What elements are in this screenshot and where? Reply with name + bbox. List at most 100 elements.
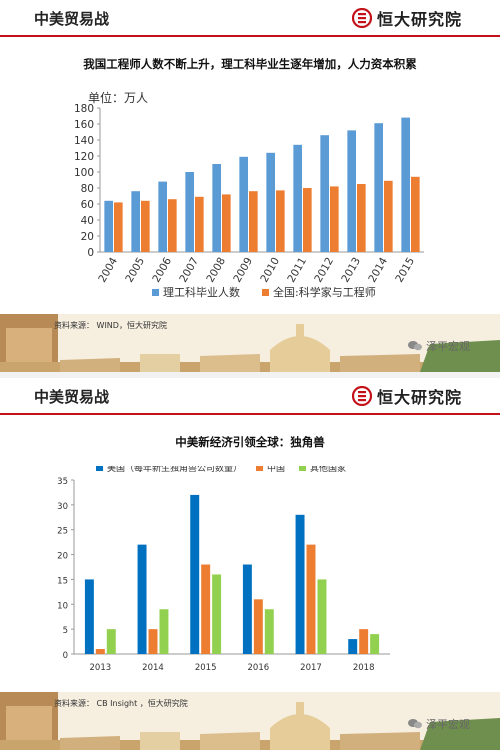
bar-series3 xyxy=(212,574,222,654)
logo-text: 恒大研究院 xyxy=(377,388,463,407)
bar-series1 xyxy=(374,123,383,252)
legend-label: 美国（每年新生独角兽公司数量） xyxy=(107,466,242,474)
legend-label: 中国 xyxy=(267,466,285,474)
wechat-icon xyxy=(408,341,422,351)
x-tick-label: 2015 xyxy=(393,256,417,285)
y-tick-label: 20 xyxy=(81,231,94,243)
logo-text: 恒大研究院 xyxy=(377,10,463,29)
y-tick-label: 15 xyxy=(57,576,68,586)
bar-series2 xyxy=(303,188,312,252)
bar-series1 xyxy=(158,181,167,252)
bar-series2 xyxy=(201,564,211,654)
y-tick-label: 35 xyxy=(57,477,68,487)
y-tick-label: 10 xyxy=(57,601,68,611)
bar-series1 xyxy=(84,579,94,654)
bar-series1 xyxy=(401,117,410,252)
evergrande-logo-icon xyxy=(352,8,372,28)
bar-series2 xyxy=(114,202,123,252)
slide-engineers: 中美贸易战 恒大研究院 我国工程师人数不断上升，理工科毕业生逐年增加，人力资本积… xyxy=(0,0,500,372)
bar-series3 xyxy=(317,579,327,654)
bar-series1 xyxy=(293,144,302,252)
evergrande-logo-icon xyxy=(352,386,372,406)
x-tick-label: 2014 xyxy=(366,255,390,284)
bar-series2 xyxy=(359,629,369,654)
bar-series1 xyxy=(320,135,329,252)
x-tick-label: 2016 xyxy=(248,663,270,673)
unicorn-bar-chart: 0 5 10 15 20 25 30 35 2013 2014 2015 2016 2017 2018 美国… xyxy=(57,466,390,673)
bar-series2 xyxy=(148,629,158,654)
header-title: 中美贸易战 xyxy=(34,388,110,406)
bar-series1 xyxy=(131,191,140,252)
x-tick-label: 2013 xyxy=(339,256,363,285)
legend-label: 全国:科学家与工程师 xyxy=(273,285,376,299)
chart-title: 中美新经济引领全球：独角兽 xyxy=(175,435,325,449)
watermark-text: 泽平宏观 xyxy=(426,718,470,731)
source-note: 资料来源： CB Insight ，恒大研究院 xyxy=(54,699,188,708)
watermark-text: 泽平宏观 xyxy=(426,340,470,353)
y-tick-label: 0 xyxy=(63,651,68,661)
bar-series2 xyxy=(249,191,258,252)
y-tick-label: 160 xyxy=(74,119,94,131)
y-tick-label: 20 xyxy=(57,552,68,562)
bar-series3 xyxy=(159,609,169,654)
x-tick-label: 2004 xyxy=(96,255,120,284)
legend-swatch xyxy=(152,289,159,296)
x-tick-label: 2018 xyxy=(353,663,375,673)
x-tick-label: 2005 xyxy=(123,256,147,285)
slide-footer: 资料来源： CB Insight ，恒大研究院 泽平宏观 xyxy=(0,692,500,750)
header-divider xyxy=(0,35,500,37)
slide-header: 中美贸易战 恒大研究院 xyxy=(0,378,500,415)
y-tick-label: 60 xyxy=(81,199,94,211)
x-tick-label: 2008 xyxy=(204,256,228,285)
palace-banner-image xyxy=(0,314,500,372)
legend-swatch xyxy=(256,466,263,471)
x-tick-label: 2006 xyxy=(150,255,174,284)
x-tick-label: 2010 xyxy=(258,256,282,285)
bar-series3 xyxy=(106,629,116,654)
bar-series1 xyxy=(347,130,356,252)
y-tick-label: 100 xyxy=(74,167,94,179)
y-tick-label: 80 xyxy=(81,183,94,195)
legend-label: 其他国家 xyxy=(310,466,346,474)
bar-series1 xyxy=(266,152,275,252)
bar-series1 xyxy=(295,514,305,654)
evergrande-logo: 恒大研究院 xyxy=(352,6,462,30)
bar-series3 xyxy=(264,609,274,654)
bar-series1 xyxy=(239,156,248,252)
bar-series1 xyxy=(190,494,200,654)
bar-series2 xyxy=(195,196,204,252)
bar-series2 xyxy=(306,544,316,654)
x-tick-label: 2015 xyxy=(195,663,217,673)
y-tick-label: 120 xyxy=(74,151,94,163)
watermark: 泽平宏观 xyxy=(408,338,470,354)
slide-separator xyxy=(0,372,500,378)
legend-swatch xyxy=(96,466,103,471)
bar-series2 xyxy=(222,194,231,252)
bar-series2 xyxy=(384,180,393,252)
wechat-icon xyxy=(408,719,422,729)
y-tick-label: 5 xyxy=(63,626,68,636)
source-note: 资料来源： WIND，恒大研究院 xyxy=(54,321,167,330)
y-tick-label: 40 xyxy=(81,215,94,227)
header-title: 中美贸易战 xyxy=(34,10,110,28)
bar-series2 xyxy=(357,184,366,252)
slide-header: 中美贸易战 恒大研究院 xyxy=(0,0,500,37)
x-tick-label: 2012 xyxy=(312,256,336,285)
x-tick-label: 2013 xyxy=(90,663,112,673)
bar-series1 xyxy=(242,564,252,654)
legend-swatch xyxy=(299,466,306,471)
bar-series2 xyxy=(168,199,177,252)
x-tick-label: 2014 xyxy=(142,663,164,673)
palace-banner-image xyxy=(0,692,500,750)
chart-title: 我国工程师人数不断上升，理工科毕业生逐年增加，人力资本积累 xyxy=(83,57,417,71)
bar-series1 xyxy=(185,172,194,252)
x-tick-label: 2017 xyxy=(300,663,322,673)
legend-label: 理工科毕业人数 xyxy=(163,285,240,299)
y-tick-label: 30 xyxy=(57,502,68,512)
bar-series1 xyxy=(348,639,358,654)
bar-series2 xyxy=(411,176,420,252)
bar-series2 xyxy=(276,190,285,252)
x-tick-label: 2009 xyxy=(231,256,255,285)
x-tick-label: 2007 xyxy=(177,256,201,285)
